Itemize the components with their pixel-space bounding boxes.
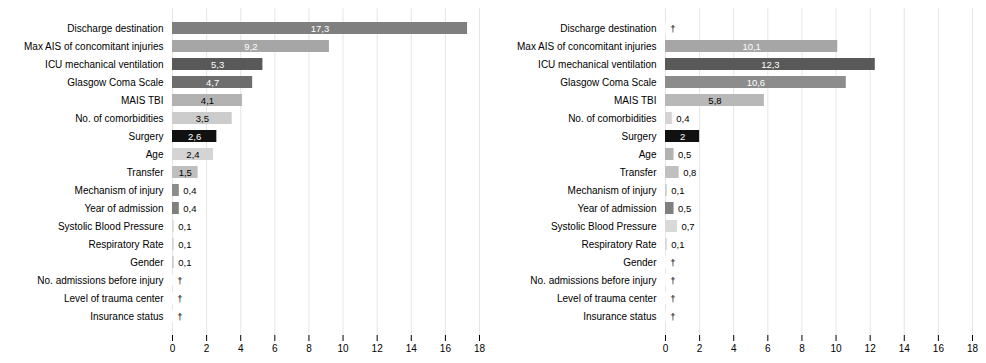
svg-text:No. of comorbidities: No. of comorbidities (75, 113, 163, 124)
svg-text:Mechanism of injury: Mechanism of injury (75, 185, 164, 196)
svg-text:0,5: 0,5 (678, 203, 691, 214)
svg-text:Discharge destination: Discharge destination (67, 23, 163, 34)
svg-text:18: 18 (967, 343, 979, 354)
svg-text:0,4: 0,4 (676, 113, 689, 124)
svg-text:Mechanism of injury: Mechanism of injury (568, 185, 657, 196)
svg-text:12: 12 (372, 343, 384, 354)
svg-text:0,1: 0,1 (671, 185, 684, 196)
svg-text:Insurance status: Insurance status (583, 311, 656, 322)
svg-text:8: 8 (799, 343, 805, 354)
svg-text:14: 14 (899, 343, 911, 354)
svg-text:10,6: 10,6 (747, 77, 766, 88)
svg-text:†: † (670, 275, 675, 286)
svg-text:0,1: 0,1 (671, 239, 684, 250)
svg-text:0,5: 0,5 (678, 149, 691, 160)
svg-text:6: 6 (272, 343, 278, 354)
svg-text:10: 10 (337, 343, 349, 354)
svg-text:16: 16 (933, 343, 945, 354)
svg-text:No. of comorbidities: No. of comorbidities (568, 113, 656, 124)
svg-text:1,5: 1,5 (179, 167, 192, 178)
svg-text:18: 18 (474, 343, 486, 354)
svg-text:No. admissions before injury: No. admissions before injury (530, 275, 656, 286)
svg-text:Surgery: Surgery (128, 131, 163, 142)
svg-text:0,4: 0,4 (183, 185, 196, 196)
svg-text:Gender: Gender (130, 257, 164, 268)
svg-text:Systolic Blood Pressure: Systolic Blood Pressure (551, 221, 657, 232)
svg-text:0,1: 0,1 (178, 257, 191, 268)
svg-text:0,1: 0,1 (178, 221, 191, 232)
svg-text:4,1: 4,1 (201, 95, 214, 106)
svg-text:10: 10 (830, 343, 842, 354)
svg-text:Gender: Gender (623, 257, 657, 268)
svg-text:10,1: 10,1 (742, 41, 761, 52)
svg-text:ICU mechanical ventilation: ICU mechanical ventilation (538, 59, 656, 70)
svg-text:17,3: 17,3 (311, 23, 330, 34)
svg-text:14: 14 (406, 343, 418, 354)
svg-text:ICU mechanical ventilation: ICU mechanical ventilation (45, 59, 163, 70)
svg-text:†: † (177, 293, 182, 304)
svg-text:Max AIS of concomitant injurie: Max AIS of concomitant injuries (517, 41, 657, 52)
svg-text:Year of admission: Year of admission (577, 203, 656, 214)
svg-text:†: † (670, 293, 675, 304)
svg-text:Year of admission: Year of admission (84, 203, 163, 214)
svg-text:0,1: 0,1 (178, 239, 191, 250)
svg-text:Discharge destination: Discharge destination (560, 23, 656, 34)
svg-text:0: 0 (170, 343, 176, 354)
svg-text:9,2: 9,2 (244, 41, 257, 52)
svg-text:Glasgow Coma Scale: Glasgow Coma Scale (67, 77, 164, 88)
svg-text:†: † (177, 275, 182, 286)
svg-text:12: 12 (865, 343, 877, 354)
svg-text:Insurance status: Insurance status (90, 311, 163, 322)
svg-text:6: 6 (765, 343, 771, 354)
svg-text:2: 2 (697, 343, 703, 354)
svg-text:†: † (670, 257, 675, 268)
svg-text:Transfer: Transfer (620, 167, 658, 178)
svg-text:2: 2 (204, 343, 210, 354)
svg-text:Glasgow Coma Scale: Glasgow Coma Scale (560, 77, 657, 88)
svg-text:Age: Age (639, 149, 657, 160)
svg-text:MAIS TBI: MAIS TBI (121, 95, 164, 106)
svg-text:2,6: 2,6 (188, 131, 201, 142)
svg-text:Respiratory Rate: Respiratory Rate (581, 239, 656, 250)
svg-text:3,5: 3,5 (196, 113, 209, 124)
svg-text:4: 4 (238, 343, 244, 354)
svg-text:Level of trauma center: Level of trauma center (64, 293, 164, 304)
svg-text:8: 8 (306, 343, 312, 354)
svg-text:12,3: 12,3 (761, 59, 780, 70)
svg-text:No. admissions before injury: No. admissions before injury (37, 275, 163, 286)
svg-text:Respiratory Rate: Respiratory Rate (88, 239, 163, 250)
svg-text:0: 0 (663, 343, 669, 354)
svg-text:2: 2 (680, 131, 685, 142)
svg-text:Systolic Blood Pressure: Systolic Blood Pressure (58, 221, 164, 232)
svg-text:0,8: 0,8 (683, 167, 696, 178)
svg-text:0,7: 0,7 (681, 221, 694, 232)
svg-text:Level of trauma center: Level of trauma center (557, 293, 657, 304)
svg-text:Max AIS of concomitant injurie: Max AIS of concomitant injuries (24, 41, 164, 52)
svg-text:Age: Age (146, 149, 164, 160)
svg-text:MAIS TBI: MAIS TBI (614, 95, 657, 106)
svg-text:†: † (670, 23, 675, 34)
svg-text:16: 16 (440, 343, 452, 354)
svg-text:Transfer: Transfer (127, 167, 165, 178)
svg-text:4: 4 (731, 343, 737, 354)
svg-text:5,8: 5,8 (708, 95, 721, 106)
svg-text:0,4: 0,4 (183, 203, 196, 214)
svg-text:5,3: 5,3 (211, 59, 224, 70)
svg-text:4,7: 4,7 (206, 77, 219, 88)
svg-text:†: † (177, 311, 182, 322)
svg-text:†: † (670, 311, 675, 322)
svg-text:2,4: 2,4 (186, 149, 199, 160)
svg-text:Surgery: Surgery (621, 131, 656, 142)
